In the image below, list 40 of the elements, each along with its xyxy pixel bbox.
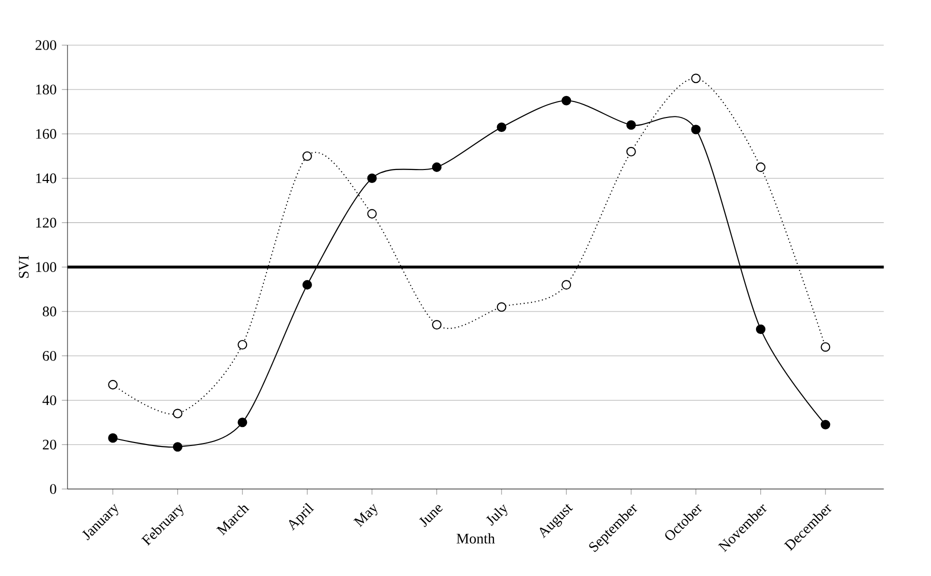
point: [756, 324, 766, 334]
point: [691, 124, 701, 134]
point: [562, 280, 572, 290]
y-tick-label: 200: [36, 40, 56, 50]
y-tick-label: 20: [42, 440, 56, 450]
x-tick-label: July: [486, 504, 508, 526]
point: [756, 162, 766, 172]
point: [626, 147, 636, 157]
point: [172, 409, 182, 419]
x-tick-label: June: [419, 505, 443, 528]
point: [367, 174, 377, 184]
x-tick-label: May: [353, 504, 378, 528]
point: [108, 433, 118, 443]
point: [496, 302, 506, 312]
point: [108, 380, 118, 390]
y-tick-label: 160: [36, 129, 56, 140]
point: [302, 280, 312, 290]
y-tick-label: 80: [42, 306, 56, 317]
point: [172, 442, 182, 452]
point: [367, 209, 377, 219]
point: [238, 418, 248, 428]
point: [302, 152, 312, 162]
x-axis-title: Month: [456, 534, 495, 544]
y-axis-title: SVI: [18, 256, 29, 278]
point: [432, 320, 442, 330]
point: [432, 162, 442, 172]
y-tick-label: 100: [36, 262, 56, 272]
y-tick-label: 180: [36, 84, 56, 95]
point: [562, 96, 572, 106]
point: [820, 342, 830, 352]
point: [626, 120, 636, 130]
y-tick-label: 120: [36, 218, 56, 228]
y-tick-label: 40: [42, 396, 56, 406]
point: [238, 340, 248, 350]
point: [496, 122, 506, 132]
y-tick-label: 140: [36, 174, 56, 184]
point: [691, 74, 701, 84]
y-tick-label: 0: [50, 484, 56, 494]
y-tick-label: 60: [42, 351, 56, 361]
point: [820, 420, 830, 430]
